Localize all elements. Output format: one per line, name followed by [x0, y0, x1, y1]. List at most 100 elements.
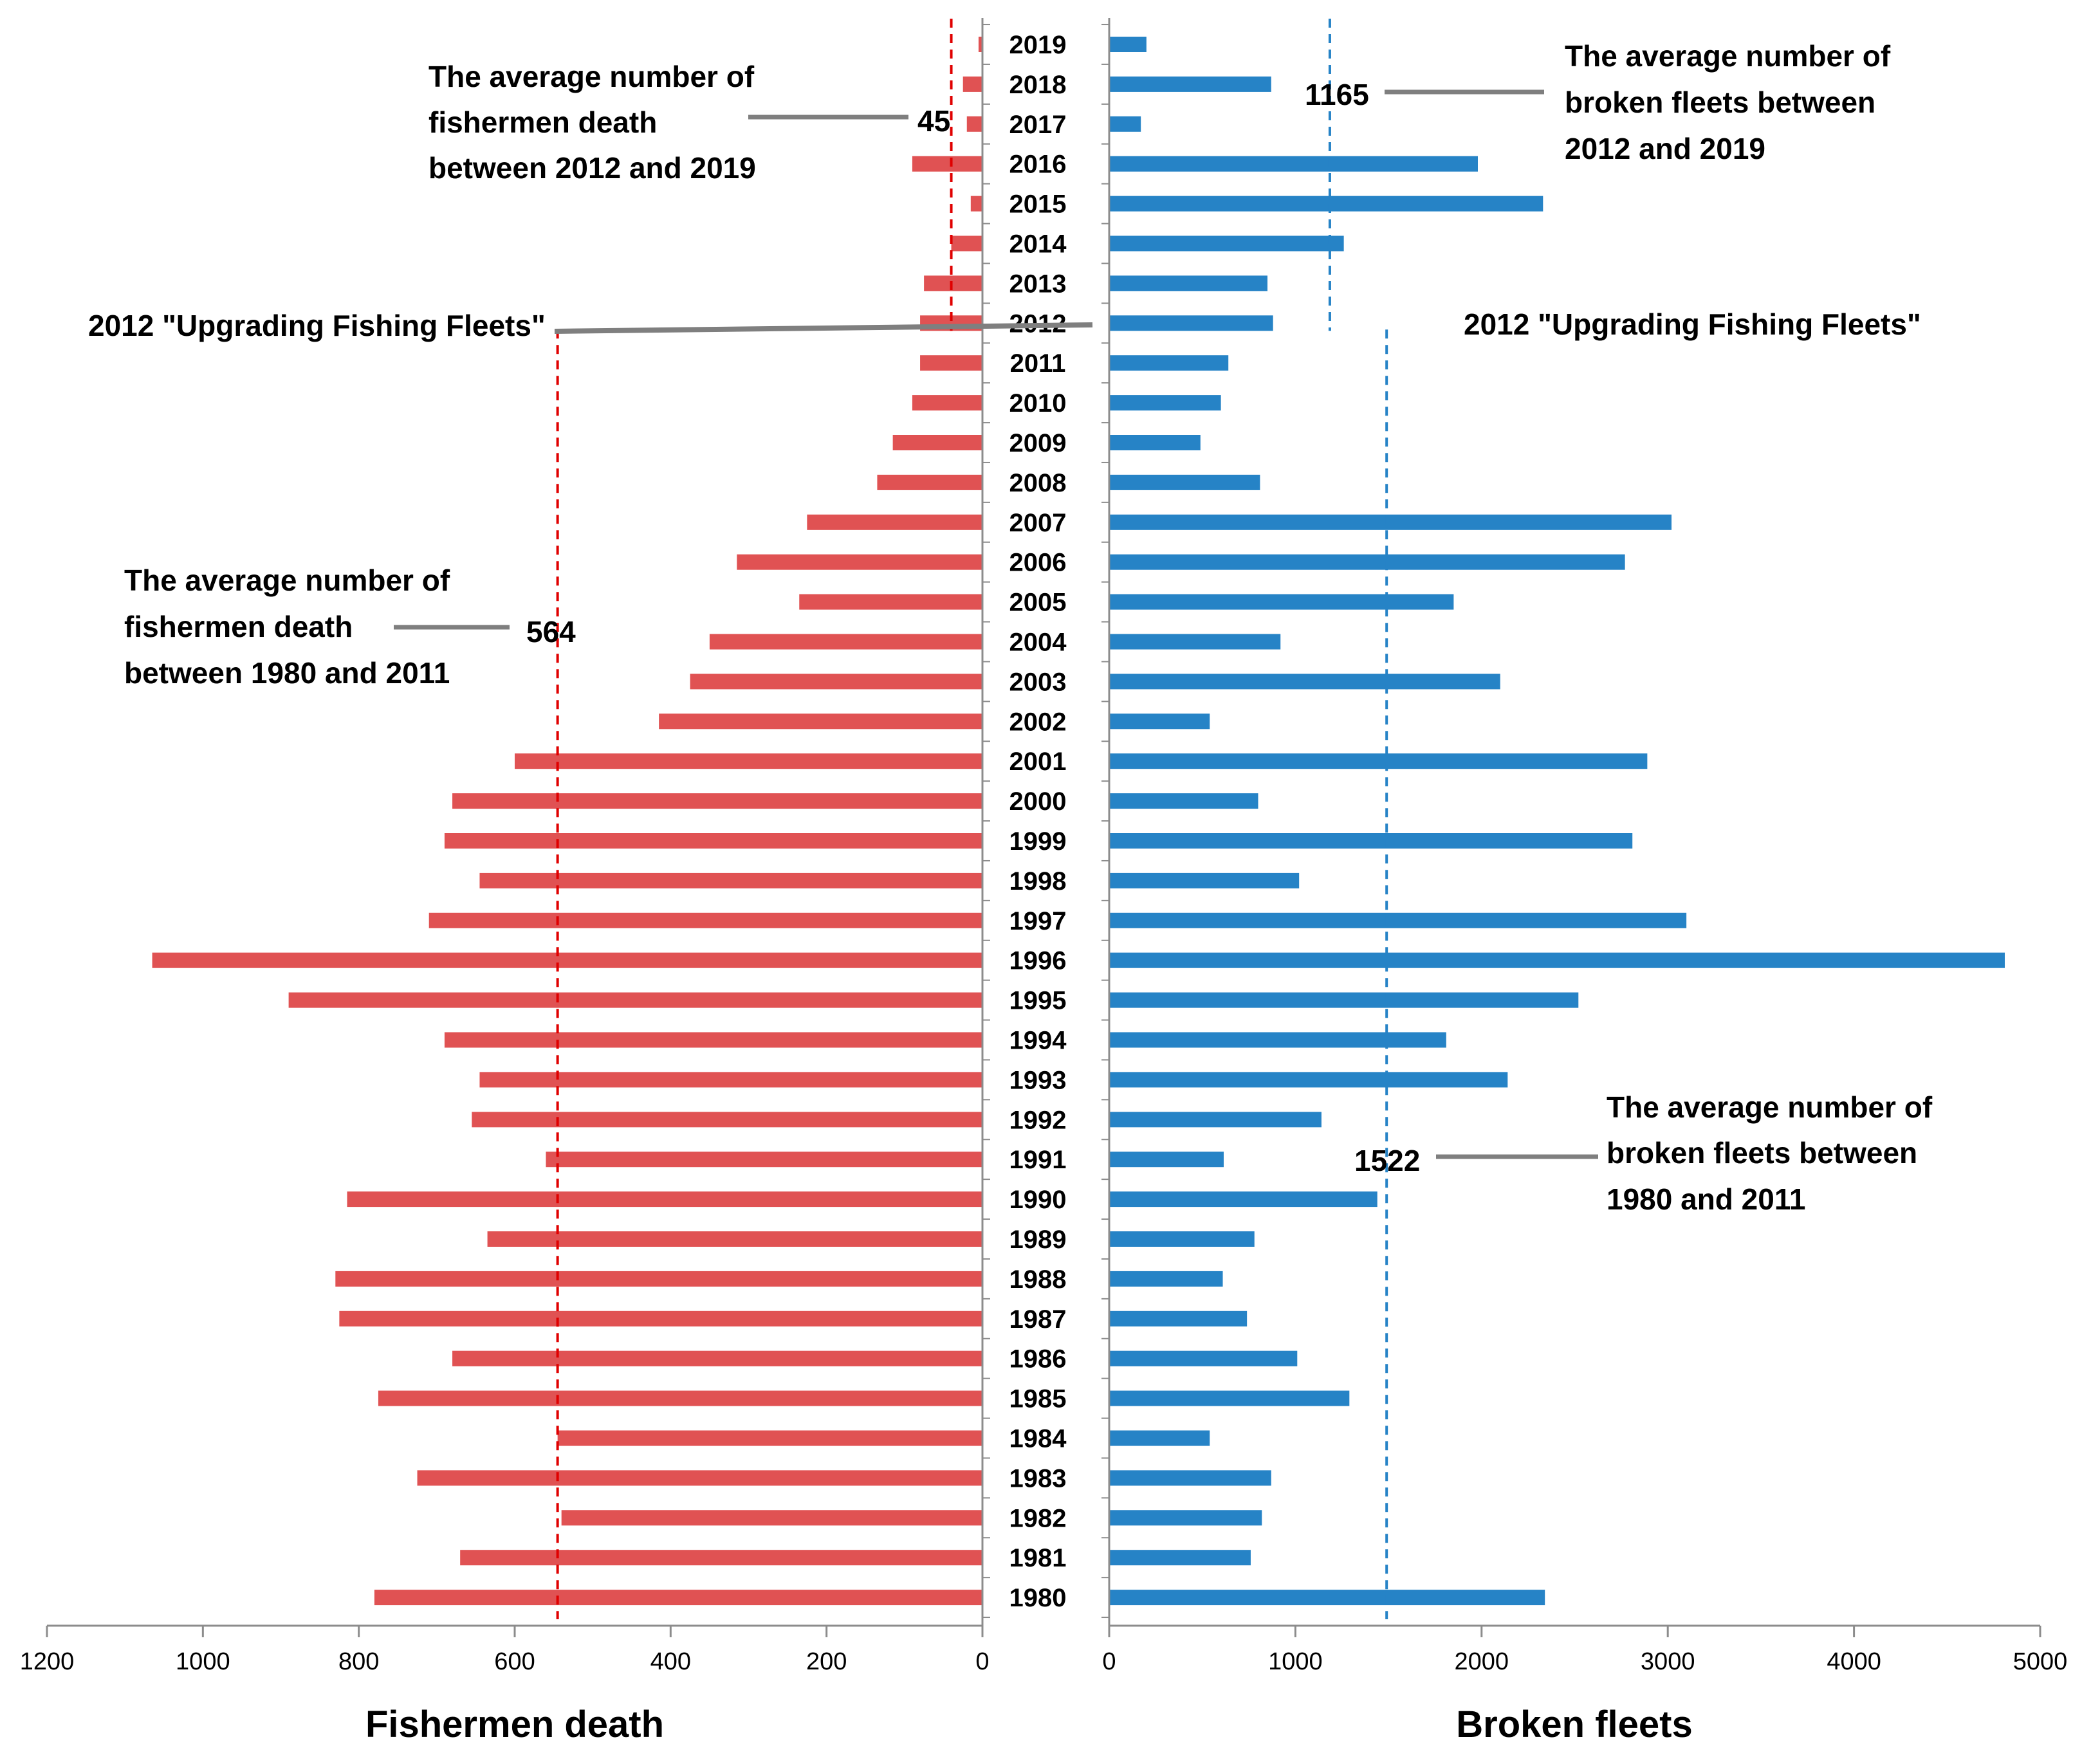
axes: 1200 1000 800 600 400 200 0 0 1000 2000 3000 4000 50… — [20, 18, 2067, 1675]
death-bar-2010 — [912, 395, 982, 411]
left-tick-label-1000: 1000 — [176, 1648, 230, 1675]
left-avg-1980-2011-line1: The average number of — [124, 564, 450, 597]
death-bar-1995 — [288, 992, 982, 1008]
death-bar-2019 — [978, 37, 982, 52]
left-policy-annotation: 2012 "Upgrading Fishing Fleets" — [88, 309, 546, 342]
year-label-1995: 1995 — [1009, 987, 1067, 1015]
death-bar-2000 — [452, 793, 982, 809]
left-avg-1980-2011-line3: between 1980 and 2011 — [124, 656, 450, 690]
right-avg-1980-2011-line1: The average number of — [1607, 1090, 1933, 1124]
death-bar-2015 — [970, 196, 982, 212]
year-label-2017: 2017 — [1009, 111, 1067, 139]
fleet-bar-2019 — [1109, 37, 1147, 52]
year-label-2002: 2002 — [1009, 708, 1067, 736]
death-bar-1985 — [378, 1390, 982, 1406]
fleet-bar-1996 — [1109, 952, 2005, 968]
year-label-1989: 1989 — [1009, 1226, 1067, 1254]
fleet-bar-1989 — [1109, 1231, 1255, 1247]
fleet-bar-2010 — [1109, 395, 1221, 411]
year-label-1982: 1982 — [1009, 1504, 1067, 1532]
right-avg-2012-2019-line3: 2012 and 2019 — [1565, 132, 1765, 165]
fleet-bar-1981 — [1109, 1550, 1251, 1566]
fleet-bar-2005 — [1109, 594, 1454, 610]
fleet-bar-2004 — [1109, 634, 1281, 650]
fleet-bar-1997 — [1109, 912, 1687, 928]
left-avg-2012-2019-line2: fishermen death — [428, 106, 657, 139]
death-bar-2014 — [951, 235, 982, 252]
fleet-bar-2003 — [1109, 674, 1500, 690]
year-label-1981: 1981 — [1009, 1544, 1067, 1572]
year-label-2007: 2007 — [1009, 509, 1067, 537]
fleet-bar-2007 — [1109, 514, 1672, 530]
death-bar-2003 — [690, 674, 982, 690]
year-label-1987: 1987 — [1009, 1305, 1067, 1334]
death-bar-1981 — [460, 1550, 982, 1566]
fleet-bar-1987 — [1109, 1310, 1248, 1327]
year-label-1980: 1980 — [1009, 1584, 1067, 1612]
year-label-2018: 2018 — [1009, 71, 1067, 99]
fleet-bar-2012 — [1109, 315, 1273, 331]
fleet-bar-1991 — [1109, 1152, 1224, 1168]
left-tick-label-200: 200 — [806, 1648, 847, 1675]
fleet-bar-2014 — [1109, 235, 1344, 252]
year-label-2010: 2010 — [1009, 389, 1067, 418]
fleet-bar-2006 — [1109, 554, 1625, 570]
right-policy-annotation: 2012 "Upgrading Fishing Fleets" — [1464, 308, 1921, 341]
year-label-2001: 2001 — [1009, 748, 1067, 776]
death-bar-2002 — [659, 713, 982, 730]
right-avg-2012-2019-line2: broken fleets between — [1565, 86, 1875, 119]
death-bar-2008 — [877, 474, 982, 490]
year-label-1984: 1984 — [1009, 1425, 1067, 1453]
death-bar-2005 — [799, 594, 982, 610]
year-label-2005: 2005 — [1009, 589, 1067, 617]
death-bar-1987 — [339, 1310, 982, 1327]
death-bar-1982 — [561, 1510, 982, 1526]
year-label-2014: 2014 — [1009, 230, 1067, 259]
death-bar-1983 — [417, 1470, 982, 1486]
death-bar-2006 — [737, 554, 982, 570]
left-axis-title: Fishermen death — [365, 1704, 664, 1745]
death-bar-2017 — [966, 116, 982, 132]
broken-fleets-bars — [1109, 37, 2005, 1606]
left-tick-label-1200: 1200 — [20, 1648, 75, 1675]
death-bar-2013 — [924, 275, 982, 291]
death-bar-1986 — [452, 1350, 982, 1366]
left-tick-label-800: 800 — [338, 1648, 379, 1675]
fleet-bar-2016 — [1109, 156, 1478, 172]
death-bar-1988 — [335, 1271, 982, 1287]
left-avg-2012-2019-value: 45 — [917, 104, 950, 138]
fleet-bar-1994 — [1109, 1032, 1446, 1048]
fleet-bar-1998 — [1109, 872, 1300, 888]
fleet-bar-2015 — [1109, 196, 1543, 212]
death-bar-1980 — [374, 1590, 982, 1606]
year-label-1996: 1996 — [1009, 947, 1067, 975]
average-lines — [556, 19, 1388, 1619]
year-label-2008: 2008 — [1009, 469, 1067, 497]
fleet-bar-2013 — [1109, 275, 1267, 291]
death-bar-1990 — [347, 1191, 982, 1208]
fleet-bar-2009 — [1109, 435, 1201, 450]
left-avg-2012-2019-line3: between 2012 and 2019 — [428, 151, 756, 185]
year-label-1983: 1983 — [1009, 1464, 1067, 1493]
year-label-2016: 2016 — [1009, 151, 1067, 179]
left-tick-label-400: 400 — [650, 1648, 691, 1675]
year-label-2003: 2003 — [1009, 668, 1067, 696]
right-tick-label-0: 0 — [1102, 1648, 1116, 1675]
year-label-1990: 1990 — [1009, 1186, 1067, 1214]
year-label-1999: 1999 — [1009, 827, 1067, 856]
year-label-1994: 1994 — [1009, 1027, 1067, 1055]
right-avg-2012-2019-value: 1165 — [1305, 78, 1369, 111]
fleet-bar-2002 — [1109, 713, 1210, 730]
death-bar-1998 — [479, 872, 982, 888]
death-bar-1999 — [444, 833, 982, 849]
right-tick-label-3000: 3000 — [1641, 1648, 1695, 1675]
fleet-bar-1992 — [1109, 1112, 1322, 1128]
fleet-bar-1983 — [1109, 1470, 1271, 1486]
year-label-1986: 1986 — [1009, 1345, 1067, 1374]
death-bar-2004 — [709, 634, 982, 650]
fleet-bar-1986 — [1109, 1350, 1298, 1366]
year-label-1985: 1985 — [1009, 1385, 1067, 1413]
left-avg-2012-2019-line1: The average number of — [428, 60, 755, 93]
year-label-2000: 2000 — [1009, 787, 1067, 816]
